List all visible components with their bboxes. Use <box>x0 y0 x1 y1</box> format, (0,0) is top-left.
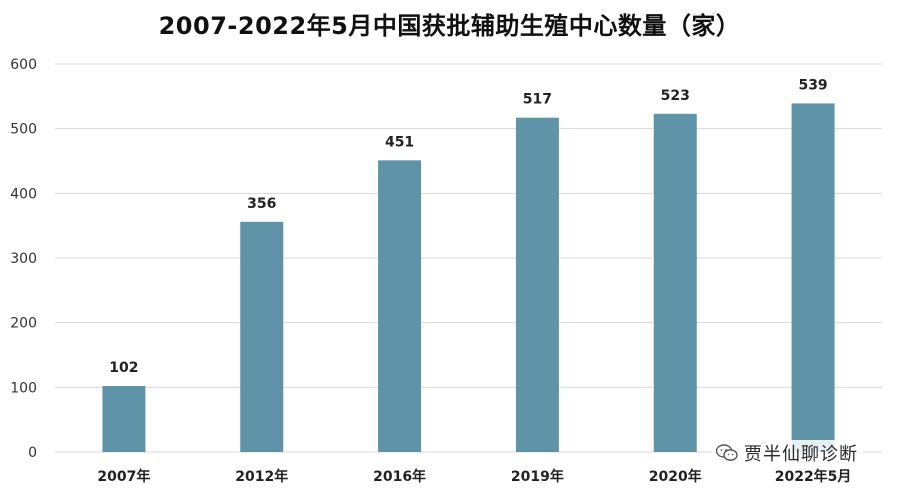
y-tick-label: 400 <box>10 186 37 202</box>
data-label-5: 539 <box>798 77 827 93</box>
chart-title: 2007-2022年5月中国获批辅助生殖中心数量（家） <box>158 12 741 40</box>
bar-1 <box>240 221 284 452</box>
wechat-icon <box>716 444 738 461</box>
x-tick-label-3: 2019年 <box>511 468 564 485</box>
y-tick-label: 600 <box>10 57 37 73</box>
y-tick-label: 0 <box>28 445 37 461</box>
bar-4 <box>653 113 697 452</box>
data-label-2: 451 <box>385 134 414 150</box>
x-axis-ticks: 2007年 2012年 2016年 2019年 2020年 2022年5月 <box>97 468 851 485</box>
grid-lines <box>55 63 882 453</box>
bars <box>102 103 835 453</box>
data-label-4: 523 <box>661 88 690 104</box>
bar-3 <box>515 117 559 452</box>
watermark: 贾半仙聊诊断 <box>712 440 862 466</box>
x-tick-label-2: 2016年 <box>373 468 426 485</box>
watermark-text: 贾半仙聊诊断 <box>744 444 858 465</box>
x-tick-label-1: 2012年 <box>235 468 288 485</box>
data-label-1: 356 <box>247 196 276 212</box>
y-tick-label: 500 <box>10 122 37 138</box>
y-axis-ticks: 0 100 200 300 400 500 600 <box>10 57 37 461</box>
x-tick-label-4: 2020年 <box>649 468 702 485</box>
y-tick-label: 200 <box>10 316 37 332</box>
data-label-3: 517 <box>523 92 552 108</box>
bar-5 <box>791 103 835 453</box>
data-label-0: 102 <box>109 360 138 376</box>
y-tick-label: 300 <box>10 251 37 267</box>
data-labels: 102 356 451 517 523 539 <box>109 77 827 376</box>
bar-2 <box>378 160 422 452</box>
x-tick-label-0: 2007年 <box>97 468 150 485</box>
bar-0 <box>102 386 146 452</box>
y-tick-label: 100 <box>10 380 37 396</box>
x-tick-label-5: 2022年5月 <box>775 468 852 485</box>
